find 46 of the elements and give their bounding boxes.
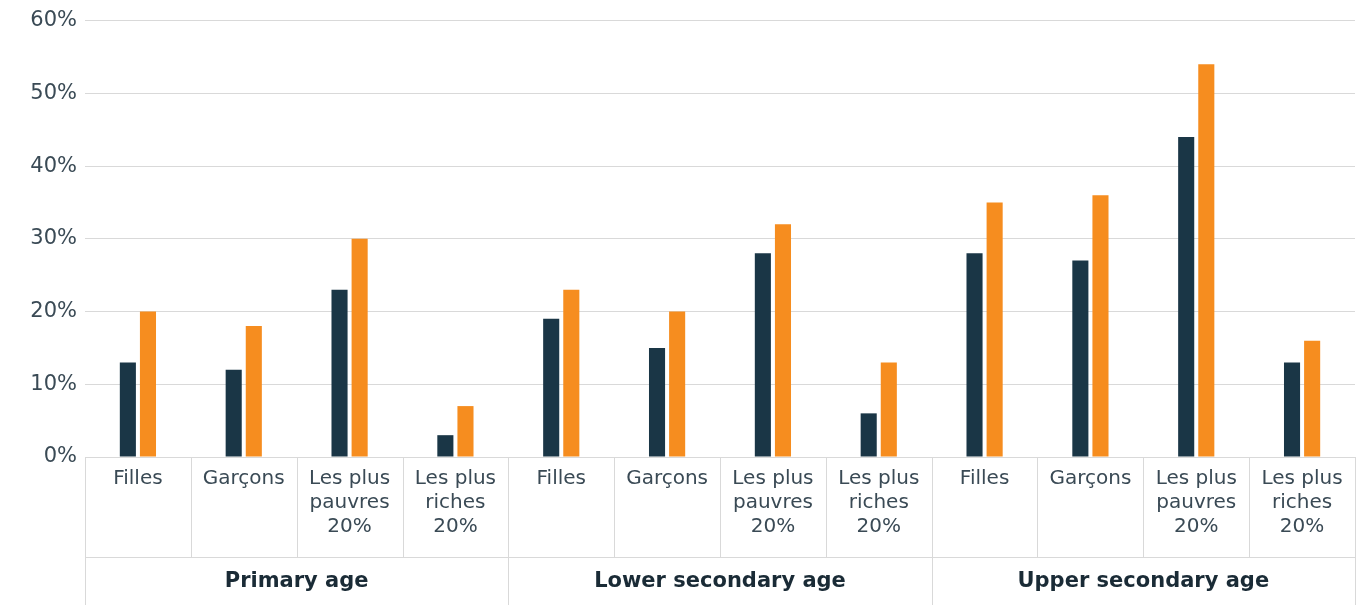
bar <box>1092 195 1109 457</box>
bar <box>648 347 666 457</box>
text: Primary age <box>224 568 369 593</box>
bar <box>139 311 157 457</box>
bar <box>457 406 474 457</box>
x-tick-label: Garçons <box>202 465 285 490</box>
x-tick-label: Les plus riches 20% <box>838 465 920 538</box>
x-tick-label: Les plus riches 20% <box>414 465 497 538</box>
y-tick-label: 60% <box>30 7 77 32</box>
x-tick-label: Filles <box>113 465 163 490</box>
bar <box>1072 260 1089 457</box>
bar <box>774 224 792 457</box>
bar <box>1198 64 1215 457</box>
y-tick-label: 10% <box>30 370 77 395</box>
bar <box>119 362 136 457</box>
bar <box>331 289 348 457</box>
bar <box>1304 340 1321 457</box>
text: Lower secondary age <box>594 568 846 593</box>
bar <box>754 253 771 457</box>
x-tick-label: Les plus pauvres 20% <box>732 465 814 538</box>
x-tick-label: Les plus pauvres 20% <box>1155 465 1237 538</box>
bar <box>563 289 580 457</box>
bar <box>225 369 242 457</box>
y-tick-label: 30% <box>30 225 77 250</box>
x-tick-label: Les plus pauvres 20% <box>308 465 391 538</box>
bar <box>245 326 262 457</box>
x-tick-label: Filles <box>536 465 586 490</box>
bar <box>543 318 560 457</box>
bar <box>880 362 897 457</box>
x-tick-label: Filles <box>959 465 1010 490</box>
x-tick-label: Garçons <box>626 465 709 490</box>
bar <box>351 238 368 457</box>
text: Upper secondary age <box>1017 568 1270 593</box>
x-tick-label: Garçons <box>1049 465 1132 490</box>
y-tick-label: 50% <box>30 79 77 104</box>
bar <box>669 311 686 457</box>
bar <box>1178 136 1195 457</box>
bar <box>1283 362 1301 457</box>
bar <box>860 413 877 457</box>
bar <box>437 435 454 457</box>
y-tick-label: 0% <box>43 443 77 468</box>
y-tick-label: 20% <box>30 297 77 322</box>
y-tick-label: 40% <box>30 152 77 177</box>
x-tick-label: Les plus riches 20% <box>1261 465 1343 538</box>
bar <box>986 202 1003 457</box>
bar <box>966 253 983 457</box>
